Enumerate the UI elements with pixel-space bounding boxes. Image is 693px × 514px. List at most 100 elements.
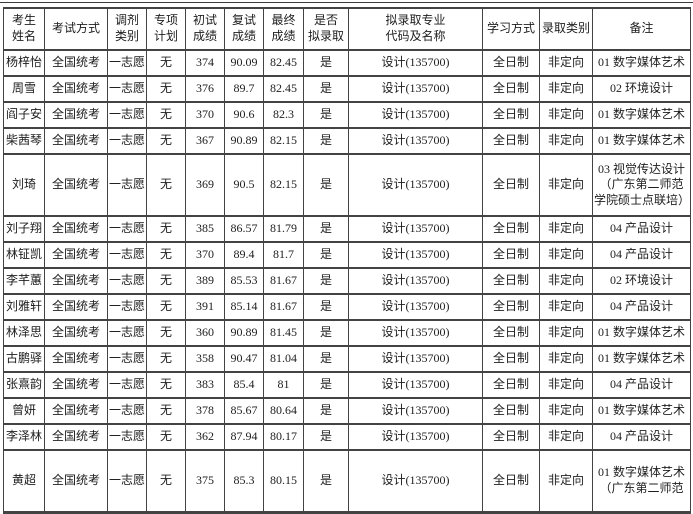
cell-candidate-name: 周雪: [3, 75, 45, 103]
cell-retest-score: 85.53: [224, 267, 264, 295]
cell-candidate-name: 李泽林: [3, 423, 45, 451]
cell-admitted-flag: 是: [303, 319, 349, 347]
cell-special-plan: 无: [146, 49, 186, 77]
cell-admission-category: 非定向: [539, 75, 593, 103]
cell-admitted-flag: 是: [303, 75, 349, 103]
col-header-special-plan: 专项 计划: [146, 7, 186, 51]
cell-study-mode: 全日制: [482, 127, 540, 155]
cell-candidate-name: 黄超: [3, 449, 45, 514]
cell-remark: 03 视觉传达设计 （广东第二师范 学院硕士点联培）: [592, 153, 691, 217]
cell-adjustment-category: 一志愿: [107, 319, 147, 347]
cell-admission-category: 非定向: [539, 101, 593, 129]
col-header-remark: 备注: [592, 7, 691, 51]
cell-special-plan: 无: [146, 267, 186, 295]
cell-initial-score: 385: [185, 215, 225, 243]
cell-adjustment-category: 一志愿: [107, 75, 147, 103]
cell-major-code-name: 设计(135700): [348, 267, 483, 295]
cell-remark: 01 数字媒体艺术: [592, 101, 691, 129]
cell-admitted-flag: 是: [303, 215, 349, 243]
cell-initial-score: 374: [185, 49, 225, 77]
cell-special-plan: 无: [146, 371, 186, 399]
cell-candidate-name: 阎子安: [3, 101, 45, 129]
cell-final-score: 82.45: [263, 49, 304, 77]
cell-admission-category: 非定向: [539, 293, 593, 321]
cell-exam-method: 全国统考: [44, 345, 108, 373]
table-row: 柴茜琴 全国统考 一志愿 无 367 90.89 82.15 是 设计(1357…: [3, 127, 691, 155]
cell-major-code-name: 设计(135700): [348, 101, 483, 129]
cell-retest-score: 90.89: [224, 127, 264, 155]
cell-adjustment-category: 一志愿: [107, 101, 147, 129]
cell-adjustment-category: 一志愿: [107, 293, 147, 321]
cell-initial-score: 370: [185, 241, 225, 269]
cell-major-code-name: 设计(135700): [348, 371, 483, 399]
cell-retest-score: 86.57: [224, 215, 264, 243]
cell-special-plan: 无: [146, 345, 186, 373]
cell-admitted-flag: 是: [303, 153, 349, 217]
table-row: 李芊蕙 全国统考 一志愿 无 389 85.53 81.67 是 设计(1357…: [3, 267, 691, 295]
cell-remark: 01 数字媒体艺术: [592, 345, 691, 373]
col-header-admitted-flag: 是否 拟录取: [303, 7, 349, 51]
table-row: 杨梓怡 全国统考 一志愿 无 374 90.09 82.45 是 设计(1357…: [3, 49, 691, 77]
cell-final-score: 80.15: [263, 449, 304, 514]
cell-admission-category: 非定向: [539, 127, 593, 155]
cell-exam-method: 全国统考: [44, 423, 108, 451]
cell-initial-score: 391: [185, 293, 225, 321]
cell-major-code-name: 设计(135700): [348, 319, 483, 347]
cell-exam-method: 全国统考: [44, 371, 108, 399]
cell-candidate-name: 林泽思: [3, 319, 45, 347]
cell-remark: 04 产品设计: [592, 293, 691, 321]
cell-admitted-flag: 是: [303, 241, 349, 269]
cell-retest-score: 90.6: [224, 101, 264, 129]
cell-admission-category: 非定向: [539, 241, 593, 269]
cell-admission-category: 非定向: [539, 319, 593, 347]
table-row: 刘琦 全国统考 一志愿 无 369 90.5 82.15 是 设计(135700…: [3, 153, 691, 217]
cell-final-score: 81.7: [263, 241, 304, 269]
cell-final-score: 81.04: [263, 345, 304, 373]
cell-major-code-name: 设计(135700): [348, 449, 483, 514]
cell-adjustment-category: 一志愿: [107, 371, 147, 399]
cell-special-plan: 无: [146, 397, 186, 425]
cell-special-plan: 无: [146, 75, 186, 103]
cell-admitted-flag: 是: [303, 267, 349, 295]
col-header-exam-method: 考试方式: [44, 7, 108, 51]
cell-candidate-name: 李芊蕙: [3, 267, 45, 295]
cell-study-mode: 全日制: [482, 153, 540, 217]
cell-adjustment-category: 一志愿: [107, 127, 147, 155]
col-header-retest-score: 复试 成绩: [224, 7, 264, 51]
cell-admission-category: 非定向: [539, 345, 593, 373]
col-header-candidate-name: 考生 姓名: [3, 7, 45, 51]
cell-initial-score: 362: [185, 423, 225, 451]
cell-admission-category: 非定向: [539, 371, 593, 399]
table-row: 古鹏驿 全国统考 一志愿 无 358 90.47 81.04 是 设计(1357…: [3, 345, 691, 373]
cell-retest-score: 85.3: [224, 449, 264, 514]
col-header-study-mode: 学习方式: [482, 7, 540, 51]
cell-retest-score: 90.5: [224, 153, 264, 217]
cell-remark: 01 数字媒体艺术: [592, 127, 691, 155]
table-row: 刘子翔 全国统考 一志愿 无 385 86.57 81.79 是 设计(1357…: [3, 215, 691, 243]
cell-major-code-name: 设计(135700): [348, 293, 483, 321]
cell-initial-score: 369: [185, 153, 225, 217]
cell-admitted-flag: 是: [303, 449, 349, 514]
cell-initial-score: 378: [185, 397, 225, 425]
cell-admission-category: 非定向: [539, 397, 593, 425]
cell-adjustment-category: 一志愿: [107, 397, 147, 425]
cell-candidate-name: 张熹韵: [3, 371, 45, 399]
cell-admitted-flag: 是: [303, 423, 349, 451]
table-row: 张熹韵 全国统考 一志愿 无 383 85.4 81 是 设计(135700) …: [3, 371, 691, 399]
cell-study-mode: 全日制: [482, 319, 540, 347]
cell-major-code-name: 设计(135700): [348, 75, 483, 103]
cell-final-score: 82.3: [263, 101, 304, 129]
cell-admitted-flag: 是: [303, 293, 349, 321]
table-row: 刘雅轩 全国统考 一志愿 无 391 85.14 81.67 是 设计(1357…: [3, 293, 691, 321]
cell-major-code-name: 设计(135700): [348, 423, 483, 451]
cell-exam-method: 全国统考: [44, 397, 108, 425]
cell-study-mode: 全日制: [482, 75, 540, 103]
cell-initial-score: 383: [185, 371, 225, 399]
cell-adjustment-category: 一志愿: [107, 267, 147, 295]
cell-special-plan: 无: [146, 215, 186, 243]
cell-remark: 01 数字媒体艺术: [592, 397, 691, 425]
cell-admission-category: 非定向: [539, 423, 593, 451]
cell-candidate-name: 刘琦: [3, 153, 45, 217]
col-header-initial-score: 初试 成绩: [185, 7, 225, 51]
cell-retest-score: 90.09: [224, 49, 264, 77]
